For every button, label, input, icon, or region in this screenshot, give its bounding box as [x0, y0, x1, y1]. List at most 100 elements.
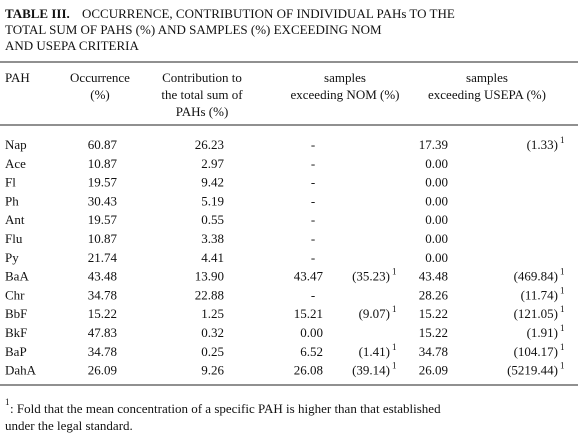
cell: 0.32 — [201, 325, 224, 340]
title-line: AND USEPA CRITERIA — [5, 38, 139, 53]
cell: BaA — [5, 269, 29, 284]
column-header: exceeding USEPA (%) — [428, 87, 546, 102]
cell: 0.00 — [425, 250, 448, 265]
cell: Py — [5, 250, 19, 265]
cell: 26.23 — [195, 137, 224, 152]
cell: (1.91) — [527, 325, 558, 340]
cell: - — [311, 193, 315, 208]
footnote-mark: 1 — [560, 323, 565, 333]
column-header: PAHs (%) — [176, 104, 229, 119]
cell: 43.47 — [294, 269, 324, 284]
title-line: TOTAL SUM OF PAHS (%) AND SAMPLES (%) EX… — [5, 22, 382, 37]
cell: (1.41) — [359, 344, 390, 359]
column-header: exceeding NOM (%) — [290, 87, 399, 102]
cell: (1.33) — [527, 137, 558, 152]
cell: - — [311, 175, 315, 190]
cell: 13.90 — [195, 269, 224, 284]
footnote-mark: 1 — [5, 397, 10, 407]
column-header: PAH — [5, 70, 30, 85]
table-label: TABLE III. — [5, 6, 70, 21]
cell: 5.19 — [201, 193, 224, 208]
cell: 0.25 — [201, 344, 224, 359]
cell: 34.78 — [419, 344, 448, 359]
cell: Ant — [5, 212, 25, 227]
cell: 4.41 — [201, 250, 224, 265]
cell: BaP — [5, 344, 27, 359]
cell: 17.39 — [419, 137, 448, 152]
footnote-line: under the legal standard. — [5, 418, 133, 433]
cell: Flu — [5, 231, 23, 246]
cell: 10.87 — [88, 156, 118, 171]
cell: BkF — [5, 325, 27, 340]
cell: 26.09 — [88, 363, 117, 378]
cell: (35.23) — [352, 269, 390, 284]
cell: 1.25 — [201, 306, 224, 321]
cell: 15.22 — [88, 306, 117, 321]
cell: 28.26 — [419, 287, 449, 302]
cell: 0.00 — [425, 156, 448, 171]
cell: 10.87 — [88, 231, 118, 246]
column-header: samples — [466, 70, 508, 85]
cell: 47.83 — [88, 325, 117, 340]
cell: BbF — [5, 306, 27, 321]
cell: - — [311, 137, 315, 152]
cell: - — [311, 156, 315, 171]
cell: 0.00 — [425, 231, 448, 246]
cell: 15.22 — [419, 325, 448, 340]
cell: 43.48 — [419, 269, 448, 284]
cell: 19.57 — [88, 175, 118, 190]
cell: 19.57 — [88, 212, 118, 227]
cell: 43.48 — [88, 269, 117, 284]
cell: (39.14) — [352, 363, 390, 378]
cell: Chr — [5, 287, 25, 302]
column-header: samples — [324, 70, 366, 85]
footnote-mark: 1 — [392, 361, 397, 371]
cell: - — [311, 250, 315, 265]
column-header: Contribution to — [162, 70, 242, 85]
cell: 26.09 — [419, 363, 448, 378]
cell: Fl — [5, 175, 16, 190]
footnote-mark: 1 — [392, 267, 397, 277]
cell: 0.55 — [201, 212, 224, 227]
footnote-line: : Fold that the mean concentration of a … — [10, 401, 441, 416]
cell: Nap — [5, 137, 27, 152]
cell: (104.17) — [514, 344, 558, 359]
cell: - — [311, 231, 315, 246]
cell: (121.05) — [514, 306, 558, 321]
cell: 15.22 — [419, 306, 448, 321]
footnote-mark: 1 — [392, 342, 397, 352]
cell: 6.52 — [300, 344, 323, 359]
cell: 26.08 — [294, 363, 323, 378]
column-header: (%) — [90, 87, 110, 102]
cell: 2.97 — [201, 156, 224, 171]
cell: (9.07) — [359, 306, 390, 321]
cell: (469.84) — [514, 269, 558, 284]
cell: DahA — [5, 363, 37, 378]
cell: (11.74) — [521, 287, 558, 302]
cell: (5219.44) — [507, 363, 558, 378]
footnote-mark: 1 — [560, 361, 565, 371]
footnote-mark: 1 — [560, 135, 565, 145]
footnote-mark: 1 — [392, 304, 397, 314]
cell: 34.78 — [88, 287, 117, 302]
footnote-mark: 1 — [560, 285, 565, 295]
cell: 34.78 — [88, 344, 117, 359]
footnote-mark: 1 — [560, 304, 565, 314]
cell: Ace — [5, 156, 26, 171]
cell: 22.88 — [195, 287, 224, 302]
column-header: Occurrence — [70, 70, 130, 85]
cell: 9.42 — [201, 175, 224, 190]
cell: 9.26 — [201, 363, 224, 378]
cell: 3.38 — [201, 231, 224, 246]
cell: - — [311, 212, 315, 227]
cell: 15.21 — [294, 306, 323, 321]
footnote-mark: 1 — [560, 342, 565, 352]
cell: - — [311, 287, 315, 302]
cell: 0.00 — [300, 325, 323, 340]
column-header: the total sum of — [161, 87, 243, 102]
cell: 0.00 — [425, 175, 448, 190]
footnote-mark: 1 — [560, 267, 565, 277]
cell: 60.87 — [88, 137, 118, 152]
cell: 21.74 — [88, 250, 118, 265]
